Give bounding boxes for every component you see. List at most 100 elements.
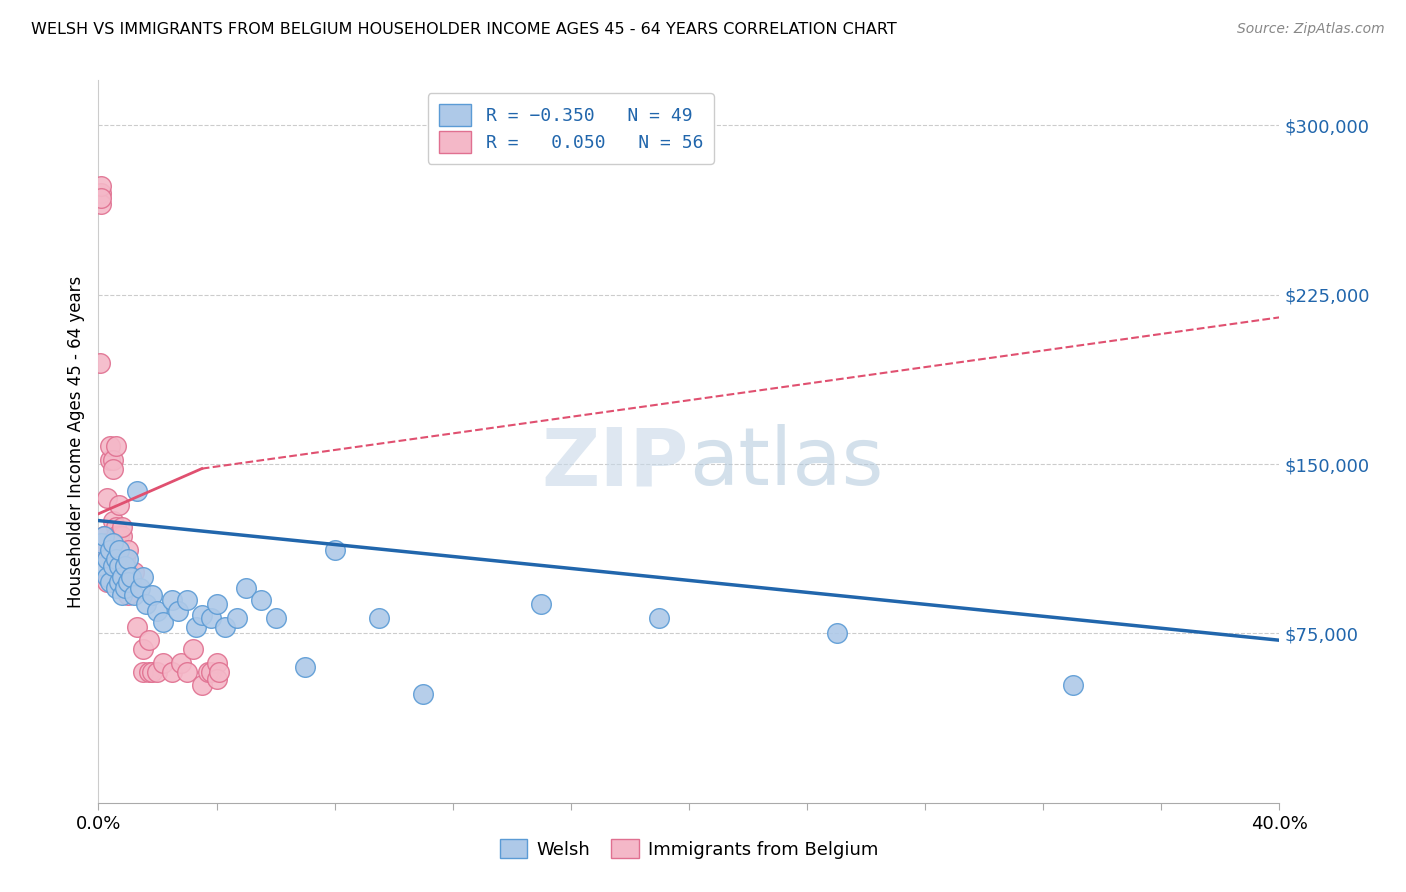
Point [122, 588, 145, 602]
Point [90, 191, 112, 205]
Point [152, 615, 174, 630]
Point [105, 529, 128, 543]
Point [132, 642, 155, 657]
Point [226, 610, 249, 624]
Point [205, 672, 228, 686]
Point [120, 570, 142, 584]
Point [90, 179, 112, 194]
Point [114, 574, 136, 589]
Point [176, 592, 198, 607]
Point [128, 582, 150, 596]
Point [200, 610, 222, 624]
Y-axis label: Householder Income Ages 45 - 64 years: Householder Income Ages 45 - 64 years [66, 276, 84, 607]
Point [135, 597, 157, 611]
Point [98, 574, 121, 589]
Point [89, 355, 111, 369]
Text: WELSH VS IMMIGRANTS FROM BELGIUM HOUSEHOLDER INCOME AGES 45 - 64 YEARS CORRELATI: WELSH VS IMMIGRANTS FROM BELGIUM HOUSEHO… [31, 22, 897, 37]
Point [176, 665, 198, 679]
Point [111, 529, 134, 543]
Point [170, 656, 193, 670]
Point [117, 552, 139, 566]
Point [141, 665, 163, 679]
Point [114, 552, 136, 566]
Point [108, 558, 131, 573]
Text: atlas: atlas [689, 425, 883, 502]
Point [117, 542, 139, 557]
Legend: Welsh, Immigrants from Belgium: Welsh, Immigrants from Belgium [492, 832, 886, 866]
Point [103, 452, 125, 467]
Point [90, 197, 112, 211]
Point [93, 529, 115, 543]
Point [90, 536, 112, 550]
Point [93, 536, 115, 550]
Point [93, 558, 115, 573]
Point [98, 552, 121, 566]
Point [138, 665, 160, 679]
Point [648, 610, 671, 624]
Point [412, 687, 434, 701]
Point [530, 597, 553, 611]
Point [111, 566, 134, 580]
Point [103, 566, 125, 580]
Point [138, 633, 160, 648]
Point [152, 656, 174, 670]
Text: Source: ZipAtlas.com: Source: ZipAtlas.com [1237, 22, 1385, 37]
Point [132, 665, 155, 679]
Point [98, 542, 121, 557]
Point [96, 552, 118, 566]
Point [323, 542, 346, 557]
Point [96, 536, 118, 550]
Point [162, 665, 183, 679]
Point [108, 574, 131, 589]
Point [205, 597, 228, 611]
Point [141, 588, 163, 602]
Point [98, 439, 121, 453]
Point [197, 665, 219, 679]
Point [120, 574, 142, 589]
Point [93, 536, 115, 550]
Point [105, 520, 128, 534]
Point [122, 566, 145, 580]
Text: ZIP: ZIP [541, 425, 689, 502]
Point [103, 542, 125, 557]
Point [108, 542, 131, 557]
Point [125, 484, 148, 499]
Point [825, 626, 848, 640]
Point [250, 592, 273, 607]
Point [90, 186, 112, 201]
Point [111, 570, 134, 584]
Point [103, 514, 125, 528]
Point [132, 570, 155, 584]
Point [146, 604, 169, 618]
Point [214, 620, 236, 634]
Point [181, 642, 204, 657]
Point [167, 604, 190, 618]
Point [1062, 678, 1084, 692]
Point [235, 582, 257, 596]
Point [191, 608, 214, 623]
Point [105, 552, 128, 566]
Point [96, 570, 118, 584]
Point [205, 656, 228, 670]
Point [105, 582, 128, 596]
Point [93, 529, 115, 543]
Point [96, 552, 118, 566]
Point [96, 574, 118, 589]
Point [117, 588, 139, 602]
Point [108, 498, 131, 512]
Point [146, 665, 169, 679]
Point [103, 558, 125, 573]
Point [200, 665, 222, 679]
Point [105, 439, 128, 453]
Point [162, 592, 183, 607]
Point [264, 610, 287, 624]
Point [114, 558, 136, 573]
Point [96, 491, 118, 505]
Point [108, 529, 131, 543]
Point [98, 452, 121, 467]
Point [103, 536, 125, 550]
Point [125, 620, 148, 634]
Point [117, 566, 139, 580]
Point [111, 520, 134, 534]
Point [108, 552, 131, 566]
